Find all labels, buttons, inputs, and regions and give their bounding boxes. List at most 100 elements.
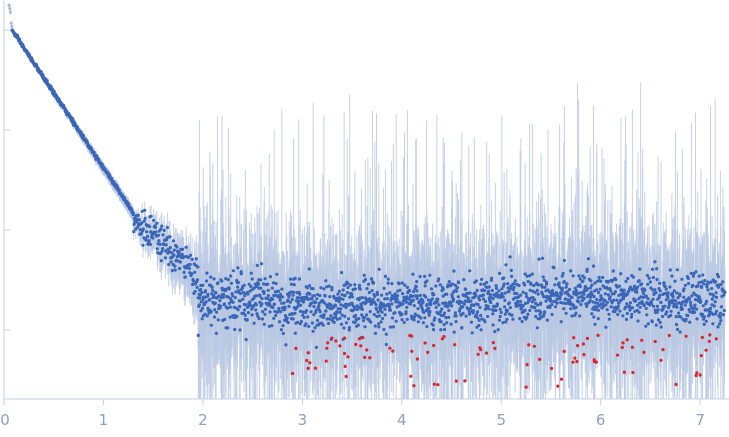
data-point — [471, 309, 475, 313]
data-point — [314, 300, 318, 304]
data-point — [538, 313, 542, 317]
data-point — [270, 324, 274, 328]
data-point — [433, 316, 437, 320]
data-point — [709, 280, 713, 284]
data-point — [446, 304, 450, 309]
data-point — [322, 301, 326, 305]
data-point — [229, 274, 233, 278]
data-point — [608, 295, 612, 299]
data-point — [394, 300, 398, 304]
data-point — [324, 279, 328, 283]
data-point — [616, 312, 620, 317]
data-point — [655, 310, 659, 314]
data-point — [293, 276, 297, 280]
data-point — [268, 275, 273, 279]
data-point — [256, 282, 261, 286]
data-point — [212, 277, 216, 281]
data-point — [562, 258, 567, 263]
data-point — [713, 300, 717, 304]
data-point — [499, 310, 503, 314]
data-point — [711, 322, 715, 326]
data-point — [483, 320, 487, 324]
data-point — [246, 292, 250, 296]
data-point — [206, 292, 210, 296]
data-point — [508, 306, 512, 310]
data-point — [648, 280, 653, 284]
data-point — [478, 305, 482, 310]
data-point — [526, 312, 530, 316]
data-point — [390, 316, 395, 320]
data-point — [631, 275, 636, 279]
data-point — [636, 319, 640, 323]
data-point — [343, 293, 347, 297]
data-point — [260, 297, 264, 301]
data-point — [140, 209, 144, 213]
data-point — [411, 298, 415, 302]
outlier-point — [621, 341, 625, 345]
data-point — [263, 307, 267, 311]
data-point — [509, 268, 513, 272]
data-point — [525, 274, 529, 278]
data-point — [667, 303, 671, 307]
outlier-point — [308, 361, 312, 365]
data-point — [312, 294, 316, 298]
data-point — [339, 307, 343, 311]
data-point — [357, 317, 361, 321]
data-point — [582, 276, 587, 280]
data-point — [513, 291, 517, 295]
data-point — [405, 295, 409, 299]
outlier-point — [478, 346, 482, 350]
data-point — [306, 286, 310, 290]
data-point — [682, 287, 686, 291]
data-point — [481, 293, 485, 297]
outlier-point — [592, 358, 596, 362]
data-point — [200, 306, 204, 310]
outlier-point — [642, 350, 646, 354]
data-point — [618, 309, 622, 313]
data-point — [702, 282, 706, 286]
data-point — [625, 302, 629, 306]
outlier-point — [653, 339, 657, 344]
data-point — [45, 79, 49, 83]
data-point — [10, 25, 14, 29]
data-point — [658, 281, 662, 285]
data-point — [255, 312, 259, 316]
data-point — [177, 250, 181, 254]
data-point — [187, 266, 191, 271]
data-point — [591, 300, 595, 304]
data-point — [354, 313, 358, 318]
data-point — [712, 304, 716, 308]
data-point — [372, 281, 376, 285]
data-point — [188, 262, 192, 267]
data-point — [679, 315, 683, 319]
data-point — [722, 293, 726, 297]
data-point — [690, 294, 694, 298]
data-point — [9, 21, 13, 25]
data-point — [719, 305, 724, 309]
data-point — [524, 292, 528, 296]
data-point — [589, 295, 593, 299]
data-point — [318, 294, 322, 298]
data-point — [238, 299, 242, 303]
outlier-point — [616, 353, 620, 357]
data-point — [716, 325, 720, 329]
data-point — [692, 310, 697, 314]
data-point — [205, 314, 209, 318]
data-point — [557, 281, 561, 285]
data-point — [307, 324, 311, 328]
data-point — [346, 281, 350, 285]
data-point — [383, 307, 387, 311]
data-point — [468, 269, 472, 273]
outlier-point — [343, 364, 347, 368]
outlier-point — [700, 335, 704, 339]
data-point — [420, 307, 425, 311]
data-point — [256, 314, 260, 318]
data-point — [288, 300, 292, 304]
data-point — [215, 310, 219, 314]
data-point — [578, 284, 582, 289]
data-point — [239, 291, 243, 296]
data-point — [491, 323, 495, 327]
data-point — [487, 307, 491, 311]
data-point — [593, 322, 597, 326]
x-tick-label: 2 — [198, 411, 208, 429]
